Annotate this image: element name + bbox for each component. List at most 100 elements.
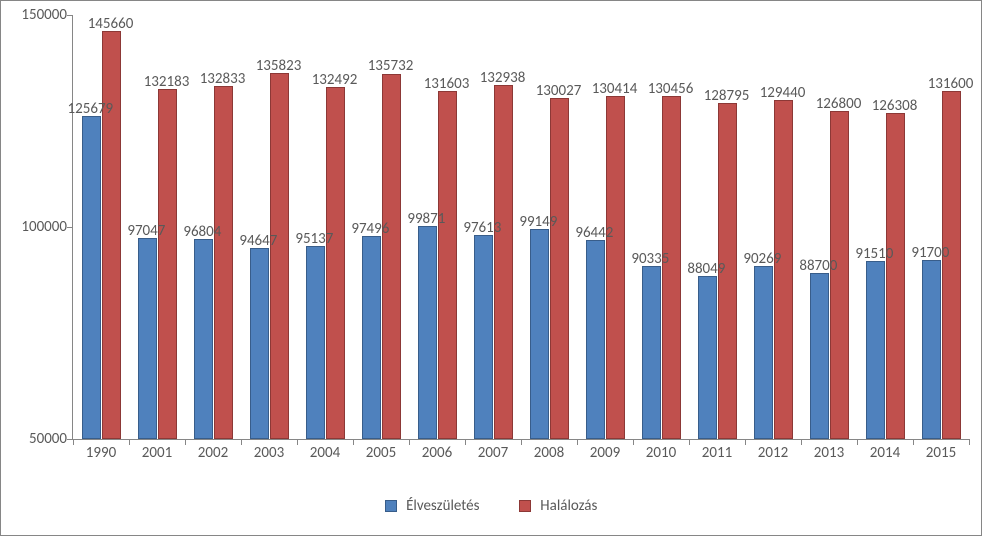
x-tick-label: 2015 (913, 439, 969, 462)
bar-series-a (474, 235, 493, 439)
legend-item-series-a: Élveszületés (385, 497, 480, 515)
bar-series-a (642, 266, 661, 439)
data-label-series-b: 130027 (536, 82, 582, 100)
bar-group: 91510126308 (857, 15, 913, 439)
data-label-series-b: 131600 (928, 75, 974, 93)
data-label-series-b: 145660 (88, 15, 134, 33)
x-tick-label: 2006 (409, 439, 465, 462)
bar-series-b (494, 85, 513, 439)
bar-series-b (606, 96, 625, 439)
bar-group: 99149130027 (521, 15, 577, 439)
data-label-series-a: 96442 (575, 224, 613, 242)
bar-group: 125679145660 (73, 15, 129, 439)
x-tick-label: 2012 (745, 439, 801, 462)
bar-series-a (586, 240, 605, 439)
bar-series-a (418, 226, 437, 439)
x-tick-label: 1990 (73, 439, 129, 462)
x-tick-label: 2013 (801, 439, 857, 462)
data-label-series-a: 125679 (68, 100, 114, 118)
data-label-series-b: 132938 (480, 69, 526, 87)
bar-series-a (250, 248, 269, 439)
bar-series-a (866, 261, 885, 439)
bar-series-b (326, 87, 345, 439)
bar-series-b (158, 89, 177, 439)
data-label-series-a: 97613 (463, 219, 501, 237)
data-label-series-a: 97496 (351, 220, 389, 238)
x-tick-label: 2002 (185, 439, 241, 462)
bar-series-b (774, 100, 793, 439)
bar-series-b (942, 91, 961, 439)
x-tick-mark (969, 439, 970, 445)
bar-series-a (530, 229, 549, 439)
legend-label-a: Élveszületés (406, 497, 479, 515)
bar-group: 97047132183 (129, 15, 185, 439)
bar-series-a (362, 236, 381, 439)
x-tick-label: 2003 (241, 439, 297, 462)
x-tick-label: 2009 (577, 439, 633, 462)
legend: Élveszületés Halálozás (1, 497, 981, 515)
bar-group: 96804132833 (185, 15, 241, 439)
data-label-series-a: 90269 (743, 250, 781, 268)
data-label-series-b: 126800 (816, 95, 862, 113)
data-label-series-a: 99149 (519, 213, 557, 231)
bar-group: 97613132938 (465, 15, 521, 439)
data-label-series-a: 88700 (799, 257, 837, 275)
x-tick-label: 2005 (353, 439, 409, 462)
bar-series-a (810, 273, 829, 439)
data-label-series-a: 90335 (631, 250, 669, 268)
bar-series-a (306, 246, 325, 439)
bar-group: 91700131600 (913, 15, 969, 439)
data-label-series-a: 99871 (407, 210, 445, 228)
data-label-series-b: 131603 (424, 75, 470, 93)
data-label-series-b: 130414 (592, 80, 638, 98)
plot-area: 50000100000150000 1256791456609704713218… (73, 15, 969, 439)
data-label-series-b: 135823 (256, 57, 302, 75)
bar-group: 90269129440 (745, 15, 801, 439)
bar-series-b (382, 74, 401, 440)
bar-series-b (214, 86, 233, 439)
bar-series-b (438, 91, 457, 439)
bar-series-b (550, 98, 569, 439)
data-label-series-b: 130456 (648, 80, 694, 98)
data-label-series-a: 88049 (687, 260, 725, 278)
data-label-series-b: 132492 (312, 71, 358, 89)
data-label-series-b: 132183 (144, 73, 190, 91)
data-label-series-b: 135732 (368, 57, 414, 75)
bar-series-a (138, 238, 157, 439)
bar-series-a (194, 239, 213, 439)
data-label-series-b: 129440 (760, 84, 806, 102)
x-axis-labels: 1990200120022003200420052006200720082009… (73, 439, 969, 462)
bar-group: 88700126800 (801, 15, 857, 439)
bar-series-b (830, 111, 849, 439)
x-tick-label: 2001 (129, 439, 185, 462)
bar-group: 94647135823 (241, 15, 297, 439)
bar-series-a (754, 266, 773, 439)
data-label-series-a: 91510 (855, 245, 893, 263)
bar-group: 97496135732 (353, 15, 409, 439)
bar-group: 95137132492 (297, 15, 353, 439)
data-label-series-b: 128795 (704, 87, 750, 105)
bar-series-a (698, 276, 717, 439)
bar-series-b (886, 113, 905, 439)
x-tick-label: 2008 (521, 439, 577, 462)
x-tick-label: 2007 (465, 439, 521, 462)
data-label-series-b: 132833 (200, 70, 246, 88)
bar-group: 90335130456 (633, 15, 689, 439)
data-label-series-a: 96804 (183, 223, 221, 241)
bar-series-a (922, 260, 941, 439)
x-tick-label: 2011 (689, 439, 745, 462)
y-tick-label: 100000 (21, 218, 73, 236)
legend-swatch-b (519, 500, 531, 512)
x-tick-label: 2004 (297, 439, 353, 462)
data-label-series-b: 126308 (872, 97, 918, 115)
bar-series-b (102, 31, 121, 439)
legend-swatch-a (385, 500, 397, 512)
bars-area: 1256791456609704713218396804132833946471… (73, 15, 969, 439)
legend-label-b: Halálozás (540, 497, 597, 515)
bar-group: 96442130414 (577, 15, 633, 439)
chart-frame: 50000100000150000 1256791456609704713218… (0, 0, 982, 536)
data-label-series-a: 97047 (127, 222, 165, 240)
x-tick-label: 2014 (857, 439, 913, 462)
data-label-series-a: 94647 (239, 232, 277, 250)
bar-series-a (82, 116, 101, 439)
